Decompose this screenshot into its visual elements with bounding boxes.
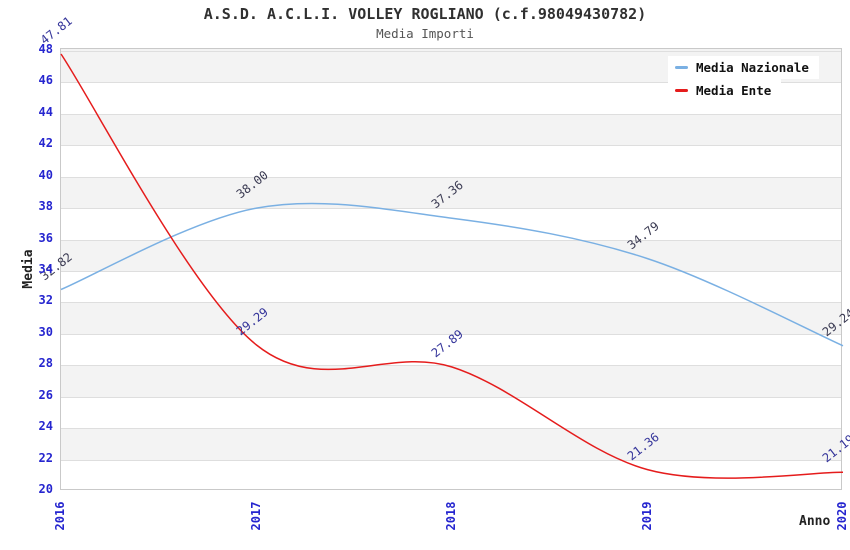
series-lines bbox=[60, 53, 844, 479]
gridline bbox=[61, 460, 841, 461]
gridline bbox=[61, 82, 841, 83]
gridline bbox=[61, 114, 841, 115]
y-axis-title: Media bbox=[21, 249, 36, 289]
gridline bbox=[61, 334, 841, 335]
x-tick-label: 2019 bbox=[639, 501, 654, 531]
legend-label: Media Ente bbox=[696, 83, 772, 98]
y-tick-label: 36 bbox=[38, 230, 53, 245]
y-tick-label: 48 bbox=[38, 42, 53, 56]
legend-item-media-nazionale[interactable]: Media Nazionale bbox=[668, 56, 819, 79]
y-tick-label: 42 bbox=[38, 136, 53, 151]
gridline bbox=[61, 397, 841, 398]
grid-band bbox=[61, 176, 841, 209]
gridline bbox=[61, 428, 841, 429]
x-tick-label: 2016 bbox=[53, 501, 67, 531]
x-tick-label: 2020 bbox=[835, 501, 849, 531]
gridline bbox=[61, 240, 841, 241]
grid-band bbox=[61, 113, 841, 146]
plot-area: 32.82 38.00 37.36 34.79 29.24 47.81 29.29 27.89… bbox=[38, 14, 850, 490]
series-line-media-nazionale[interactable] bbox=[60, 202, 844, 347]
grid-band bbox=[61, 428, 841, 460]
y-tick-label: 40 bbox=[38, 167, 53, 182]
legend: Media Nazionale Media Ente bbox=[668, 56, 819, 102]
x-tick-label: 2017 bbox=[248, 501, 263, 531]
series-line-media-ente[interactable] bbox=[60, 53, 844, 479]
y-tick-label: 46 bbox=[38, 73, 53, 88]
chart-subtitle: Media Importi bbox=[376, 26, 474, 41]
y-tick-label: 38 bbox=[38, 199, 53, 214]
y-tick-label: 24 bbox=[38, 419, 53, 434]
gridline bbox=[61, 51, 841, 52]
gridline bbox=[61, 365, 841, 366]
y-tick-label: 30 bbox=[38, 324, 53, 339]
y-tick-label: 32 bbox=[38, 293, 53, 308]
y-tick-label: 44 bbox=[38, 104, 53, 119]
y-tick-label: 28 bbox=[38, 356, 53, 371]
grid-band bbox=[61, 239, 841, 271]
gridline bbox=[61, 271, 841, 272]
legend-swatch-media-ente bbox=[675, 89, 688, 92]
grid-band bbox=[61, 302, 841, 334]
y-tick-label: 26 bbox=[38, 387, 53, 402]
gridline bbox=[61, 208, 841, 209]
y-tick-label: 34 bbox=[38, 262, 53, 276]
chart-title: A.S.D. A.C.L.I. VOLLEY ROGLIANO (c.f.980… bbox=[203, 5, 647, 23]
legend-swatch-media-nazionale bbox=[675, 66, 688, 69]
legend-item-media-ente[interactable]: Media Ente bbox=[668, 79, 782, 102]
grid-band bbox=[61, 365, 841, 397]
gridline bbox=[61, 302, 841, 303]
legend-label: Media Nazionale bbox=[696, 60, 809, 75]
x-tick-label: 2018 bbox=[444, 501, 458, 531]
x-axis-title: Anno bbox=[799, 514, 831, 529]
y-tick-label: 20 bbox=[38, 482, 53, 496]
y-tick-label: 22 bbox=[38, 450, 53, 465]
gridline bbox=[61, 145, 841, 146]
gridline bbox=[61, 177, 841, 178]
